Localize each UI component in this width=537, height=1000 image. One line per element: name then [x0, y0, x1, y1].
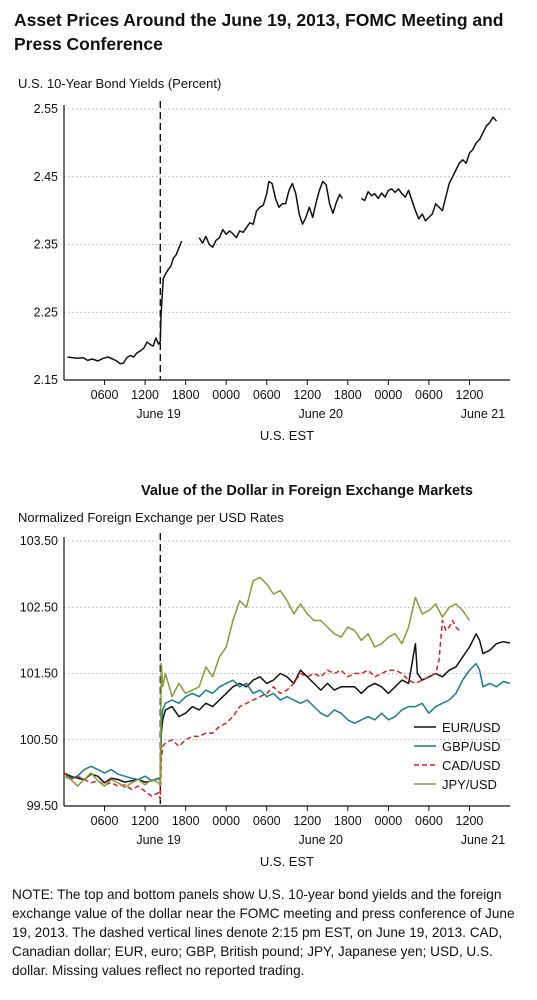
x-tick-label: 1800	[334, 814, 362, 828]
x-tick-label: 1800	[172, 814, 200, 828]
y-tick-label: 2.45	[34, 170, 58, 184]
x-tick-label: 1200	[456, 814, 484, 828]
legend-label: EUR/USD	[442, 720, 501, 735]
yield-chart: U.S. 10-Year Bond Yields (Percent) 2.55 2.…	[18, 76, 510, 443]
x-tick-label: 0000	[374, 388, 402, 402]
x-tick-label: 0600	[91, 814, 119, 828]
x-axis-label: U.S. EST	[260, 428, 314, 443]
x-tick-label: 1200	[293, 388, 321, 402]
chart-title: Value of the Dollar in Foreign Exchange …	[141, 483, 473, 499]
x-axis-label: U.S. EST	[260, 854, 314, 869]
y-tick-label: 2.35	[34, 238, 58, 252]
x-tick-label: 0600	[415, 388, 443, 402]
fx-chart: Value of the Dollar in Foreign Exchange …	[18, 483, 511, 869]
x-tick-label: 0600	[253, 814, 281, 828]
y-tick-label: 100.50	[20, 733, 58, 747]
y-tick-label: 102.50	[20, 600, 58, 614]
y-tick-label: 99.50	[27, 799, 58, 813]
series-line-yield	[198, 180, 344, 248]
x-tick-label: 1200	[456, 388, 484, 402]
day-label: June 19	[136, 407, 181, 421]
day-label: June 20	[299, 407, 344, 421]
legend-label: GBP/USD	[442, 739, 501, 754]
series-line-jpy-usd	[63, 576, 471, 789]
day-label: June 19	[136, 833, 181, 847]
day-label: June 20	[299, 833, 344, 847]
x-tick-label: 0600	[91, 388, 119, 402]
x-tick-label: 0000	[212, 388, 240, 402]
series-line-gbp-usd	[63, 662, 511, 782]
y-tick-label: 103.50	[20, 534, 58, 548]
day-label: June 21	[461, 833, 506, 847]
legend-label: CAD/USD	[442, 758, 501, 773]
series-line-eur-usd	[63, 633, 511, 784]
day-label: June 21	[461, 407, 506, 421]
x-tick-label: 0600	[253, 388, 281, 402]
chart-main-title: Asset Prices Around the June 19, 2013, F…	[14, 10, 504, 54]
x-tick-label: 1800	[172, 388, 200, 402]
series-line-yield	[67, 240, 183, 365]
y-tick-label: 2.25	[34, 305, 58, 319]
legend-label: JPY/USD	[442, 777, 497, 792]
x-tick-label: 0000	[212, 814, 240, 828]
y-axis-label: U.S. 10-Year Bond Yields (Percent)	[18, 76, 221, 91]
x-tick-label: 1800	[334, 388, 362, 402]
y-axis-label: Normalized Foreign Exchange per USD Rate…	[18, 510, 284, 525]
x-tick-label: 0000	[374, 814, 402, 828]
x-tick-label: 1200	[293, 814, 321, 828]
y-tick-label: 101.50	[20, 667, 58, 681]
series-line-cad-usd	[63, 619, 460, 801]
x-tick-label: 1200	[131, 388, 159, 402]
chart-note: NOTE: The top and bottom panels show U.S…	[12, 887, 515, 978]
y-tick-label: 2.55	[34, 102, 58, 116]
series-line-yield	[360, 116, 498, 222]
x-tick-label: 0600	[415, 814, 443, 828]
x-tick-label: 1200	[131, 814, 159, 828]
y-tick-label: 2.15	[34, 373, 58, 387]
